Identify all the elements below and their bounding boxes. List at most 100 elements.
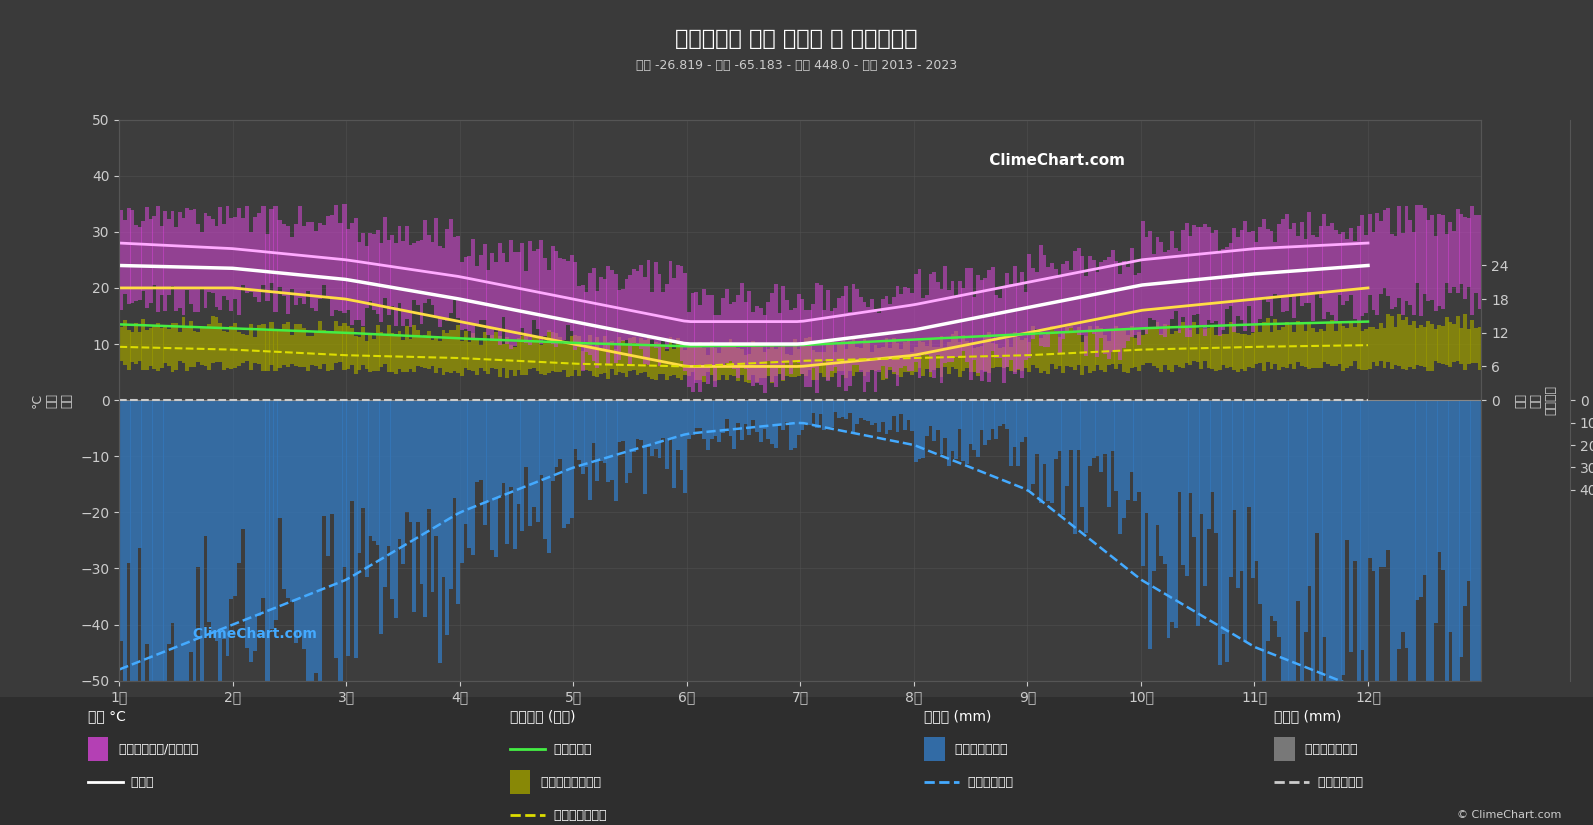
Bar bbox=[551, 246, 554, 344]
Bar bbox=[390, 235, 393, 305]
Bar bbox=[540, 240, 543, 344]
Bar bbox=[822, 310, 827, 361]
Bar bbox=[1050, 400, 1055, 503]
Bar bbox=[207, 216, 212, 292]
Bar bbox=[1266, 318, 1270, 361]
Bar bbox=[1434, 400, 1437, 624]
Bar bbox=[736, 400, 741, 423]
Bar bbox=[906, 288, 911, 370]
Bar bbox=[1394, 400, 1397, 761]
Bar bbox=[1300, 324, 1303, 366]
Bar bbox=[664, 400, 669, 469]
Bar bbox=[253, 400, 258, 652]
Bar bbox=[475, 266, 479, 324]
Bar bbox=[293, 400, 298, 643]
Bar bbox=[1042, 400, 1047, 464]
Bar bbox=[777, 313, 782, 368]
Bar bbox=[1300, 222, 1303, 306]
Bar bbox=[322, 330, 327, 364]
Bar bbox=[951, 281, 954, 362]
Bar bbox=[1035, 400, 1039, 455]
Bar bbox=[581, 285, 585, 371]
Bar bbox=[1380, 221, 1383, 294]
Bar bbox=[245, 336, 249, 361]
Bar bbox=[148, 328, 153, 366]
Bar bbox=[669, 261, 672, 341]
Bar bbox=[962, 335, 965, 371]
Bar bbox=[368, 334, 373, 372]
Bar bbox=[261, 206, 266, 285]
Bar bbox=[269, 323, 274, 365]
Bar bbox=[1174, 248, 1177, 312]
Bar bbox=[354, 400, 357, 658]
Bar bbox=[844, 349, 847, 379]
Bar bbox=[401, 400, 405, 564]
Bar bbox=[954, 400, 957, 460]
Bar bbox=[644, 400, 647, 494]
Bar bbox=[1126, 267, 1129, 341]
Bar bbox=[532, 336, 535, 368]
Bar bbox=[816, 400, 819, 428]
Bar bbox=[153, 216, 156, 285]
Bar bbox=[521, 400, 524, 531]
Bar bbox=[870, 400, 875, 425]
Bar bbox=[618, 337, 621, 372]
Bar bbox=[1192, 225, 1196, 314]
Bar bbox=[884, 296, 889, 379]
Bar bbox=[497, 243, 502, 345]
Bar bbox=[1411, 322, 1416, 370]
Bar bbox=[1357, 225, 1360, 322]
Bar bbox=[607, 400, 610, 482]
Bar bbox=[624, 400, 629, 483]
Bar bbox=[1292, 332, 1297, 370]
Bar bbox=[954, 295, 957, 357]
Bar bbox=[342, 400, 347, 567]
Bar bbox=[393, 243, 398, 327]
Bar bbox=[319, 224, 322, 299]
Bar bbox=[680, 266, 683, 361]
Bar bbox=[486, 341, 491, 374]
Bar bbox=[1069, 400, 1074, 450]
Bar bbox=[867, 307, 870, 382]
Bar bbox=[424, 335, 427, 368]
Bar bbox=[486, 400, 491, 502]
Bar bbox=[215, 400, 218, 642]
Bar bbox=[285, 226, 290, 314]
Bar bbox=[1016, 400, 1020, 466]
Bar bbox=[274, 400, 277, 620]
Bar bbox=[1155, 237, 1160, 328]
Bar bbox=[852, 337, 855, 376]
Bar bbox=[819, 400, 822, 414]
Bar bbox=[867, 341, 870, 372]
Bar bbox=[1166, 400, 1171, 639]
Bar bbox=[1273, 400, 1278, 621]
Bar bbox=[1099, 400, 1104, 472]
Bar bbox=[903, 400, 906, 430]
Bar bbox=[1319, 400, 1322, 746]
Bar bbox=[1031, 400, 1035, 484]
Bar bbox=[142, 400, 145, 798]
Bar bbox=[1426, 321, 1431, 371]
Bar bbox=[918, 400, 921, 459]
Bar bbox=[728, 400, 733, 436]
Bar bbox=[1126, 335, 1129, 374]
Bar bbox=[449, 330, 452, 373]
Bar bbox=[599, 277, 602, 347]
Bar bbox=[475, 400, 479, 482]
Bar bbox=[185, 328, 190, 371]
Bar bbox=[1211, 326, 1214, 370]
Bar bbox=[342, 323, 347, 370]
Bar bbox=[1192, 323, 1196, 361]
Bar bbox=[452, 237, 457, 299]
Bar bbox=[827, 290, 830, 381]
Bar bbox=[401, 341, 405, 372]
Bar bbox=[1085, 400, 1088, 533]
Bar bbox=[800, 400, 804, 431]
Bar bbox=[965, 268, 969, 362]
Bar bbox=[957, 342, 962, 377]
Bar bbox=[261, 323, 266, 371]
Bar bbox=[558, 400, 562, 459]
Bar bbox=[382, 335, 387, 364]
Bar bbox=[624, 279, 629, 340]
Bar bbox=[156, 323, 159, 370]
